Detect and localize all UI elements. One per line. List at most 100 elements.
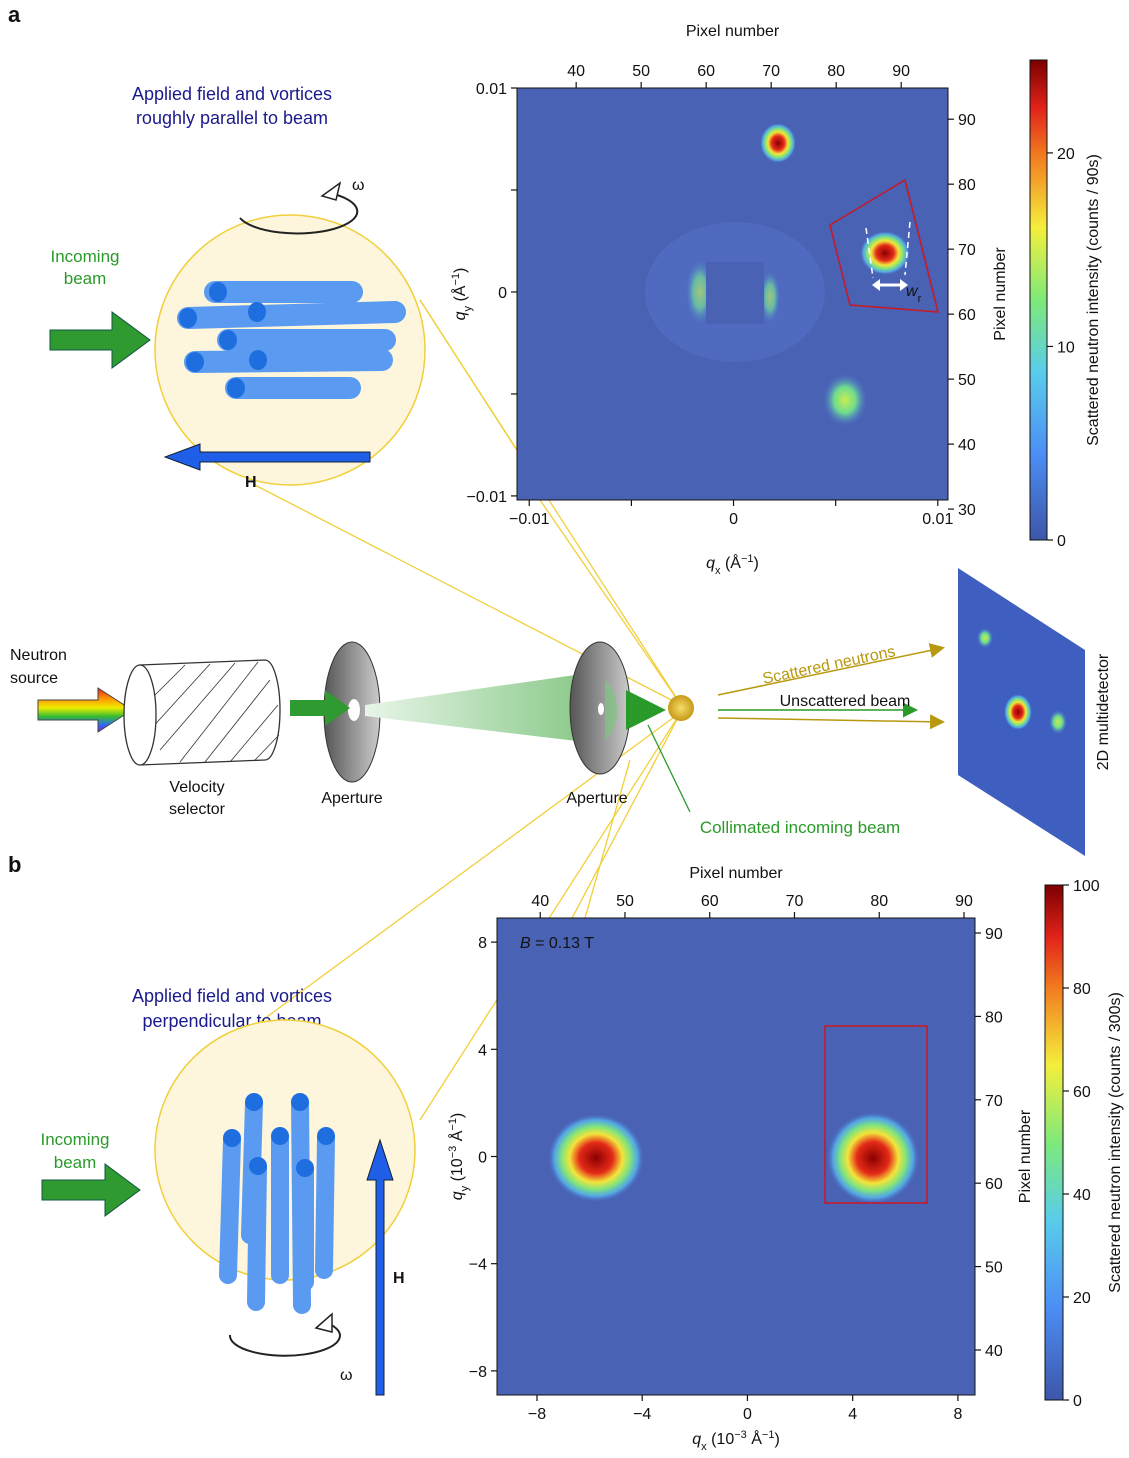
top-axis-label: Pixel number — [689, 865, 783, 882]
right-tick-label: 70 — [985, 1093, 1003, 1110]
label-part: Å — [747, 1429, 762, 1448]
label-part: x — [715, 565, 721, 577]
top-tick-label: 50 — [632, 63, 650, 80]
top-tick-label: 60 — [697, 63, 715, 80]
right-tick-label: 80 — [985, 1009, 1003, 1026]
x-tick-label: 0.01 — [922, 511, 953, 528]
label-part: x — [701, 1441, 707, 1453]
rotation-arrow — [228, 1321, 341, 1357]
plot-frame — [516, 87, 949, 501]
x-tick-label: 0 — [743, 1406, 752, 1423]
label-part: q — [706, 555, 715, 572]
label-part: r — [918, 293, 922, 305]
y-tick-label: 0 — [478, 1150, 487, 1167]
detector-label: 2D multidetector — [1095, 653, 1112, 770]
source-label: Neutron — [10, 647, 67, 664]
beam-cone — [605, 680, 618, 740]
callout-line — [647, 724, 691, 813]
scattered-arrow — [717, 643, 945, 696]
vortices — [177, 281, 406, 399]
label-part: w — [906, 283, 919, 300]
right-tick-label: 80 — [958, 177, 976, 194]
colorbar-tick-label: 0 — [1073, 1393, 1082, 1410]
aperture-hole — [348, 699, 360, 721]
y-tick-label: −8 — [469, 1364, 487, 1381]
heatmap-a — [517, 88, 948, 500]
label-part: q — [449, 1191, 466, 1200]
label-part: ) — [449, 1113, 466, 1118]
panel-label: b — [8, 852, 21, 877]
colorbar — [1029, 59, 1048, 541]
beam-arrow — [49, 311, 151, 369]
rotation-arrow — [239, 192, 359, 235]
colorbar-tick-label: 20 — [1073, 1290, 1091, 1307]
colorbar-tick-label: 40 — [1073, 1187, 1091, 1204]
right-tick-label: 90 — [958, 112, 976, 129]
field-symbol: H — [245, 474, 257, 491]
incoming-beam: Incoming — [41, 1130, 110, 1149]
inset-title: Applied field and vortices — [132, 986, 332, 1006]
beam-arrow — [41, 1163, 141, 1217]
label-part: = 0.13 T — [531, 935, 595, 952]
field-annotation: B = 0.13 T — [520, 935, 594, 952]
x-axis-label: qx (10−3 Å−1) — [692, 1429, 780, 1453]
source-label: source — [10, 670, 58, 687]
colorbar-label: Scattered neutron intensity (counts / 30… — [1107, 992, 1124, 1293]
scattered-arrow — [717, 714, 945, 730]
y-tick-label: 8 — [478, 935, 487, 952]
field-symbol: H — [393, 1270, 405, 1287]
beam-cone — [365, 670, 610, 745]
label-part: (Å — [450, 285, 469, 306]
x-axis-label: qx (Å−1) — [706, 553, 759, 577]
label-part: y — [459, 1185, 471, 1191]
top-tick-label: 70 — [786, 893, 804, 910]
incoming-beam: beam — [54, 1153, 97, 1172]
aperture-label: Aperture — [566, 790, 627, 807]
aperture-label: Aperture — [321, 790, 382, 807]
x-tick-label: 8 — [953, 1406, 962, 1423]
detector — [958, 568, 1085, 856]
velocity-selector — [123, 659, 281, 766]
colorbar-label: Scattered neutron intensity (counts / 90… — [1085, 154, 1102, 446]
rotation-head — [314, 1312, 333, 1333]
y-tick-label: −0.01 — [467, 489, 508, 506]
panel-label: a — [8, 2, 21, 27]
label-part: B — [520, 935, 531, 952]
label-part: q — [452, 311, 469, 320]
aperture-hole — [598, 703, 604, 715]
label-part: −1 — [762, 1429, 775, 1441]
rotation-head — [320, 181, 342, 201]
colorbar-tick-label: 20 — [1057, 146, 1075, 163]
right-tick-label: 50 — [958, 372, 976, 389]
collimated-label: Collimated incoming beam — [700, 818, 900, 837]
unscattered-label: Unscattered beam — [780, 693, 911, 710]
right-tick-label: 90 — [985, 926, 1003, 943]
label-part: −3 — [734, 1429, 747, 1441]
label-part: ) — [774, 1431, 779, 1448]
y-tick-label: 0 — [498, 285, 507, 302]
top-tick-label: 90 — [955, 893, 973, 910]
colorbar-tick-label: 10 — [1057, 339, 1075, 356]
incoming-beam: beam — [64, 269, 107, 288]
label-part: −1 — [741, 553, 754, 565]
label-part: −3 — [447, 1146, 459, 1159]
x-tick-label: −8 — [528, 1406, 546, 1423]
source-arrow — [37, 687, 133, 733]
rotation-symbol: ω — [340, 1367, 353, 1384]
colorbar-tick-label: 0 — [1057, 533, 1066, 550]
right-tick-label: 50 — [985, 1260, 1003, 1277]
label-part: q — [692, 1431, 701, 1448]
vortex-ends — [179, 282, 267, 398]
label-part: y — [462, 305, 474, 311]
scattered-label: Scattered neutrons — [761, 643, 897, 688]
label-part: ) — [754, 555, 759, 572]
right-axis-label: Pixel number — [1017, 1109, 1034, 1203]
right-tick-label: 40 — [958, 437, 976, 454]
x-tick-label: −4 — [633, 1406, 651, 1423]
right-tick-label: 30 — [958, 502, 976, 519]
x-tick-label: −0.01 — [509, 511, 550, 528]
label-part: ) — [452, 268, 469, 273]
top-tick-label: 40 — [567, 63, 585, 80]
rotation-symbol: ω — [352, 177, 365, 194]
